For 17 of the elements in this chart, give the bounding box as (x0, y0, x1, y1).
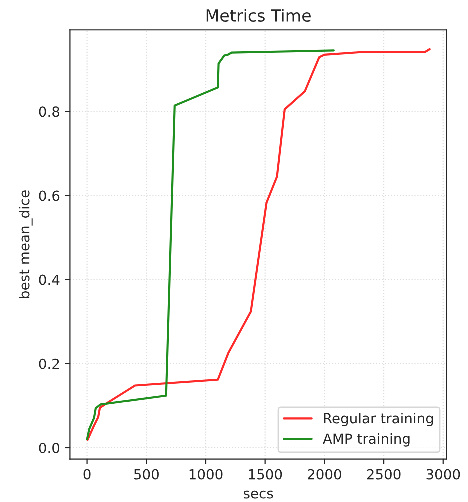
legend-label: AMP training (323, 433, 410, 447)
y-axis-title: best mean_dice (19, 190, 33, 298)
x-tick-label: 500 (134, 469, 159, 480)
y-tick-label: 0.8 (39, 106, 60, 118)
y-tick-label: 0.0 (39, 442, 60, 454)
x-tick-label: 3000 (426, 469, 460, 480)
x-tick-label: 2000 (308, 469, 342, 480)
y-tick-label: 0.4 (39, 274, 60, 286)
x-axis-title: secs (244, 490, 274, 499)
chart-title: Metrics Time (206, 9, 311, 22)
legend-label: Regular training (324, 413, 434, 426)
x-tick-label: 2500 (367, 469, 401, 480)
x-tick-label: 0 (84, 469, 91, 480)
x-tick-label: 1500 (249, 469, 282, 480)
x-tick-label: 1000 (190, 469, 223, 480)
y-tick-label: 0.2 (39, 358, 60, 370)
y-tick-label: 0.6 (39, 190, 60, 202)
